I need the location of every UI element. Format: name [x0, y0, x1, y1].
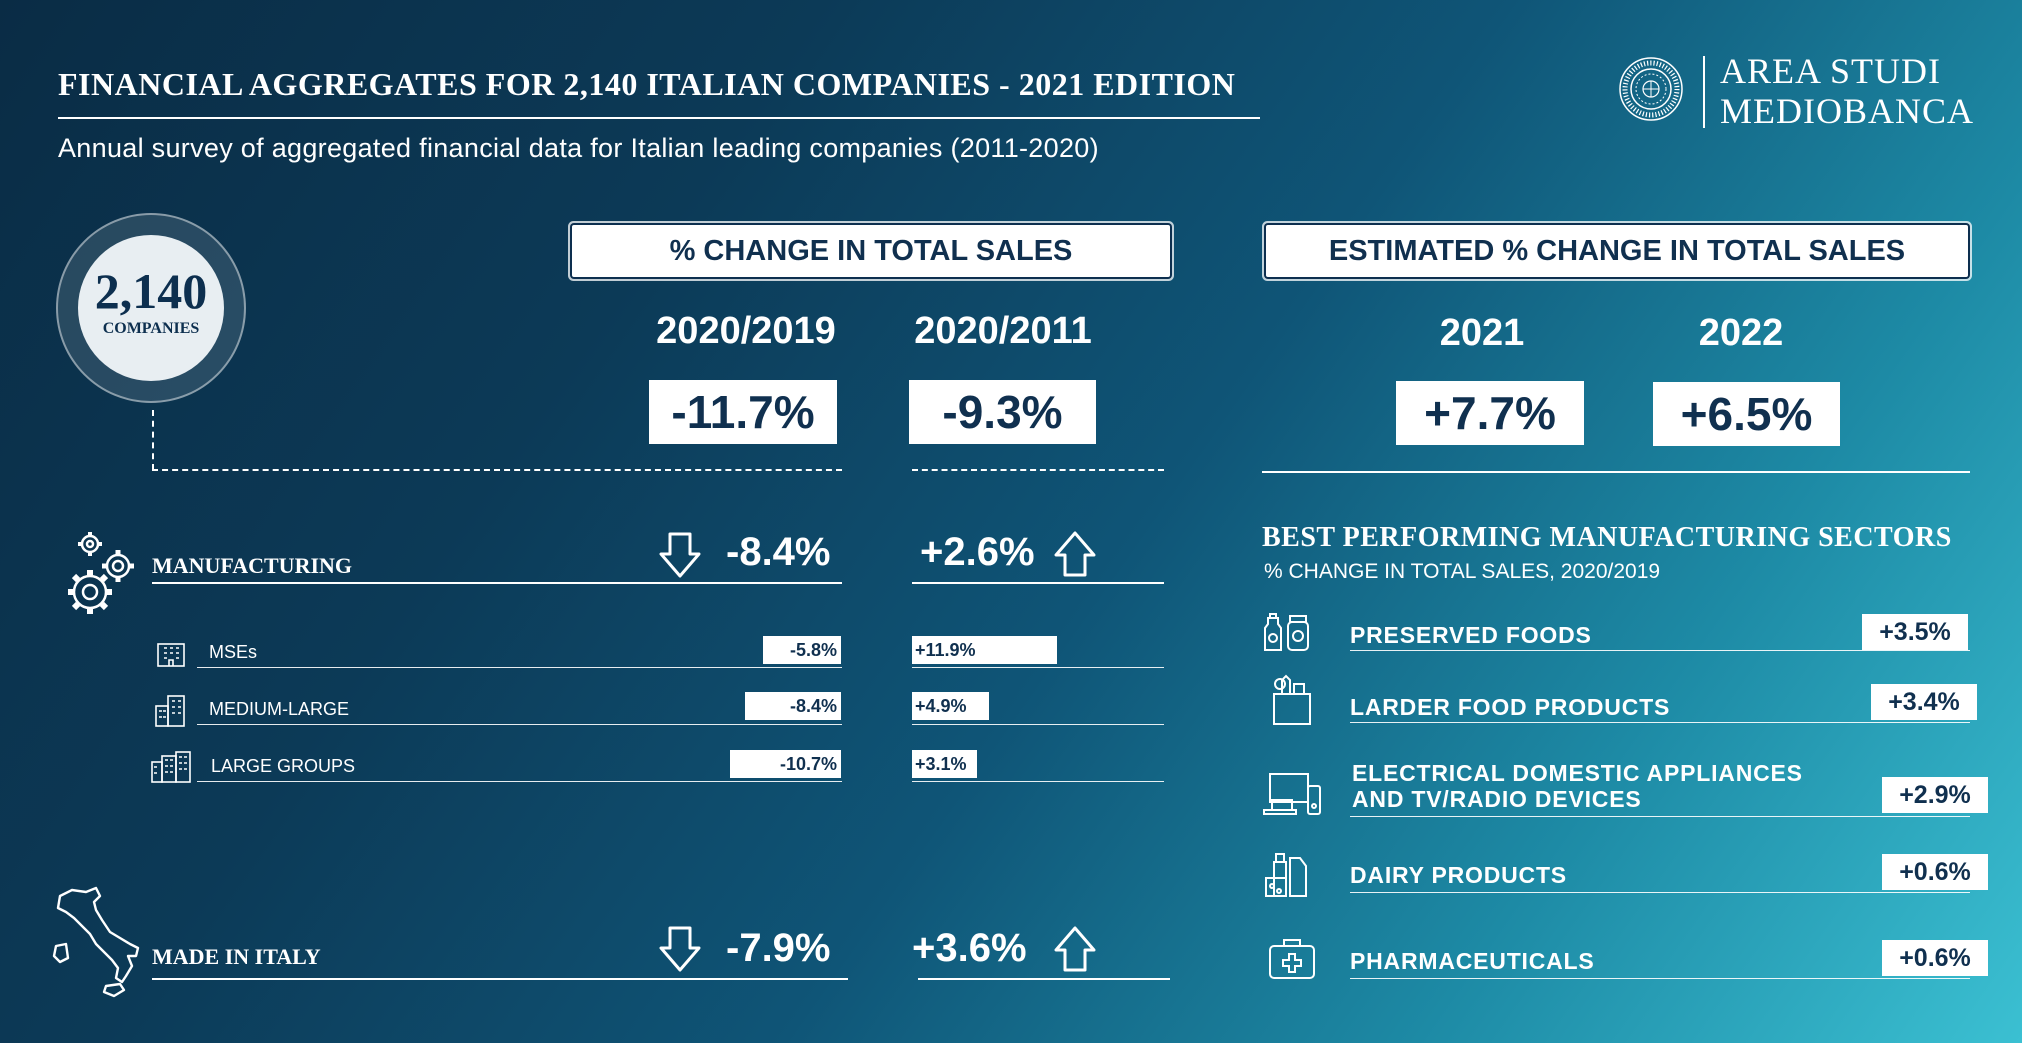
large-groups-label: LARGE GROUPS: [211, 756, 356, 776]
medium-large-2020-2019: -8.4%: [745, 692, 841, 720]
connector-dashed-horizontal-2: [912, 469, 1164, 471]
made-in-italy-rule: [152, 978, 848, 980]
dairy-products-rule: [1350, 892, 1970, 893]
dairy-products-value: +0.6%: [1882, 854, 1988, 890]
col-2022: 2022: [1698, 312, 1784, 354]
companies-label: COMPANIES: [102, 320, 200, 337]
page-subtitle: Annual survey of aggregated financial da…: [58, 133, 1099, 163]
large-groups-rule-2: [912, 781, 1164, 782]
large-groups-2020-2019: -10.7%: [730, 750, 841, 778]
dairy-icon: [1265, 853, 1307, 897]
medium-large-label: MEDIUM-LARGE: [209, 699, 350, 719]
manufacturing-2020-2011: +2.6%: [920, 530, 1035, 574]
grocery-bag-icon: [1273, 674, 1311, 725]
large-buildings-icon: [151, 751, 191, 783]
arrow-down-icon: [659, 532, 701, 578]
arrow-up-icon: [1054, 531, 1096, 577]
connector-dashed-vertical: [152, 410, 154, 470]
mses-rule-2: [912, 667, 1164, 668]
made-in-italy-2020-2011: +3.6%: [912, 926, 1027, 970]
mses-label: MSEs: [209, 642, 258, 662]
total-sales-2020-2019: -11.7%: [649, 380, 837, 444]
connector-dashed-horizontal: [152, 469, 842, 471]
dairy-products-label: DAIRY PRODUCTS: [1350, 862, 1567, 888]
arrow-down-icon: [659, 926, 701, 972]
small-building-icon: [157, 643, 185, 667]
col-2021: 2021: [1439, 312, 1525, 354]
manufacturing-rule: [152, 582, 842, 584]
preserved-foods-label: PRESERVED FOODS: [1350, 622, 1592, 648]
made-in-italy-rule-2: [918, 978, 1170, 980]
manufacturing-label: MANUFACTURING: [152, 553, 353, 578]
medium-large-rule-2: [912, 724, 1164, 725]
preserved-foods-value: +3.5%: [1862, 614, 1968, 650]
total-sales-2020-2011: -9.3%: [909, 380, 1096, 444]
brand-name-line1: AREA STUDI: [1720, 51, 1942, 91]
manufacturing-2020-2019: -8.4%: [726, 530, 831, 574]
companies-badge: [78, 235, 224, 381]
title-divider: [58, 117, 1260, 119]
medical-kit-icon: [1269, 939, 1315, 979]
estimated-2022: +6.5%: [1653, 382, 1840, 446]
large-groups-2020-2011: +3.1%: [912, 750, 977, 778]
mses-2020-2011: +11.9%: [912, 636, 1057, 664]
jars-icon: [1264, 613, 1309, 651]
col-2020-2011: 2020/2011: [914, 310, 1092, 352]
manufacturing-rule-2: [912, 582, 1164, 584]
estimated-change-header: ESTIMATED % CHANGE IN TOTAL SALES: [1266, 225, 1968, 277]
preserved-foods-rule: [1350, 650, 1970, 651]
best-sectors-title: BEST PERFORMING MANUFACTURING SECTORS: [1262, 522, 1952, 553]
electrical-appliances-label-2: AND TV/RADIO DEVICES: [1352, 786, 1642, 812]
italy-map-icon: [52, 886, 140, 998]
medium-large-2020-2011: +4.9%: [912, 692, 989, 720]
estimated-divider: [1262, 471, 1970, 473]
larder-food-products-value: +3.4%: [1871, 684, 1977, 720]
gears-icon: [68, 532, 134, 614]
brand-name-line2: MEDIOBANCA: [1720, 91, 1975, 131]
larder-food-products-label: LARDER FOOD PRODUCTS: [1350, 694, 1671, 720]
medium-large-rule: [197, 724, 842, 725]
electrical-appliances-rule: [1350, 816, 1970, 817]
estimated-2021: +7.7%: [1396, 381, 1584, 445]
electrical-appliances-value: +2.9%: [1882, 777, 1988, 813]
mses-2020-2019: -5.8%: [763, 636, 841, 664]
page-title: FINANCIAL AGGREGATES FOR 2,140 ITALIAN C…: [58, 66, 1236, 102]
larder-food-products-rule: [1350, 722, 1970, 723]
made-in-italy-label: MADE IN ITALY: [152, 944, 321, 969]
companies-count: 2,140: [94, 263, 208, 319]
pharmaceuticals-label: PHARMACEUTICALS: [1350, 948, 1595, 974]
medium-building-icon: [155, 695, 185, 727]
brand-separator: [1703, 56, 1705, 128]
made-in-italy-2020-2019: -7.9%: [726, 926, 831, 970]
mses-rule: [197, 667, 842, 668]
pharmaceuticals-value: +0.6%: [1882, 940, 1988, 976]
best-sectors-subtitle: % CHANGE IN TOTAL SALES, 2020/2019: [1264, 560, 1661, 583]
large-groups-rule: [197, 781, 842, 782]
sales-change-header: % CHANGE IN TOTAL SALES: [572, 225, 1170, 277]
mediobanca-seal-icon: [1619, 57, 1683, 121]
appliances-icon: [1263, 773, 1321, 815]
electrical-appliances-label-1: ELECTRICAL DOMESTIC APPLIANCES: [1352, 760, 1803, 786]
col-2020-2019: 2020/2019: [656, 310, 836, 352]
arrow-up-icon: [1054, 926, 1096, 972]
pharmaceuticals-rule: [1350, 978, 1970, 979]
